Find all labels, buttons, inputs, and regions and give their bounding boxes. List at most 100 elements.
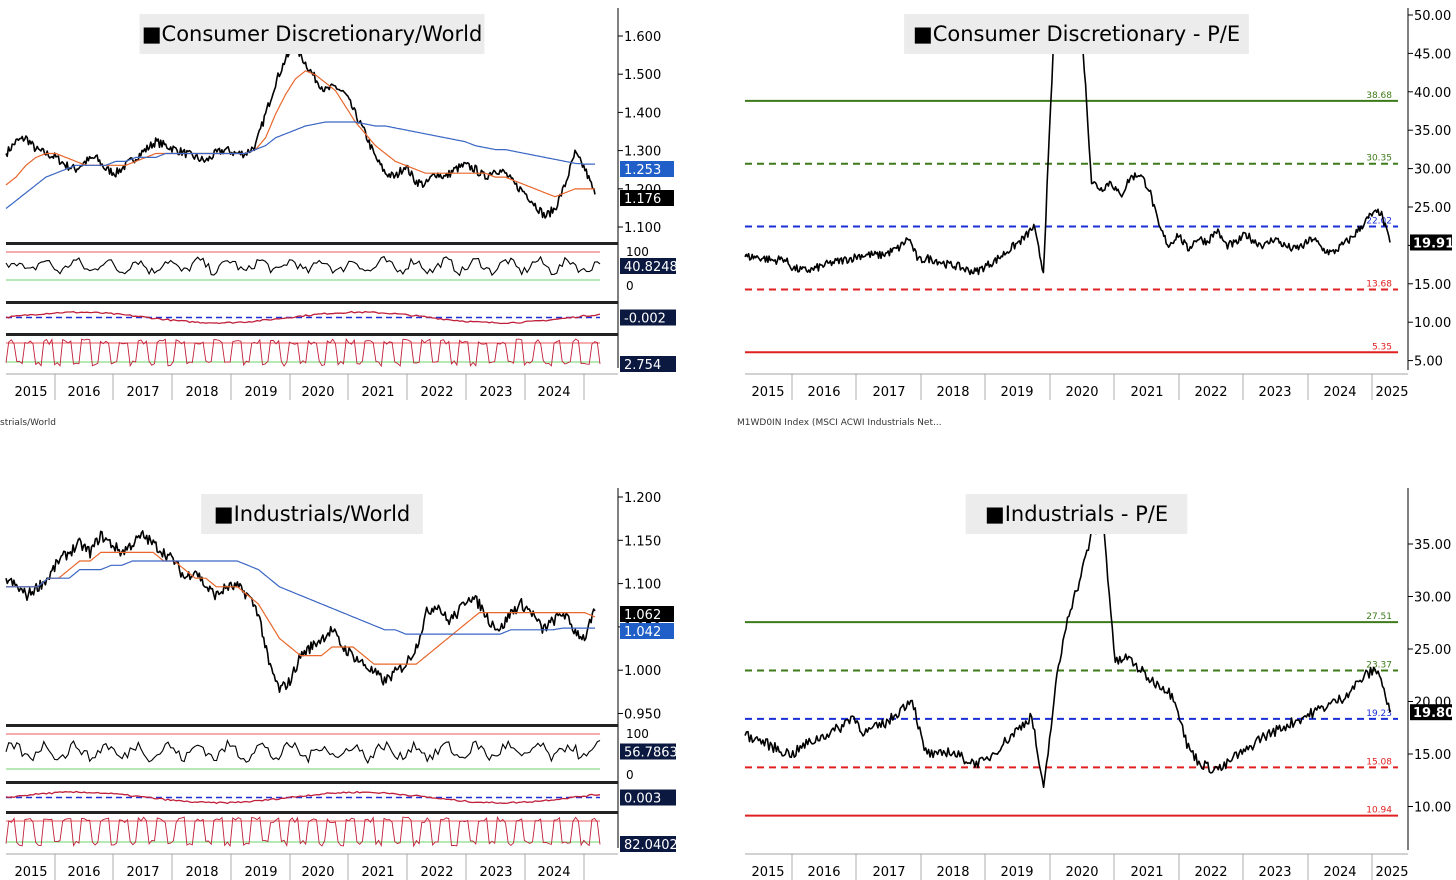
y-tick-label: 1.400 — [624, 106, 661, 121]
series-pe — [744, 27, 1391, 276]
x-tick-label: 2021 — [361, 865, 394, 880]
x-tick-label: 2019 — [244, 385, 277, 400]
rsi-line — [5, 255, 601, 277]
y-tick-label: 1.500 — [624, 68, 661, 83]
indicator-value-box — [620, 356, 676, 372]
chart-cdpe: 50.0045.0040.0035.0030.0025.0020.0015.00… — [744, 8, 1454, 400]
chart-indw: 1.2001.1501.1001.0501.0000.9502015201620… — [5, 488, 678, 880]
y-tick-label: 15.00 — [1414, 278, 1451, 293]
band-label: 13.68 — [1366, 279, 1392, 289]
x-tick-label: 2022 — [1194, 385, 1227, 400]
y-tick-label: 0.950 — [624, 708, 661, 723]
indicator-value-box — [620, 836, 676, 852]
x-tick-label: 2017 — [872, 385, 905, 400]
x-tick-label: 2016 — [67, 385, 100, 400]
rsi-line — [5, 738, 601, 765]
series-pe — [744, 519, 1391, 789]
band-label: 10.94 — [1366, 806, 1392, 816]
panel-divider — [6, 301, 618, 304]
chart-title: ■Consumer Discretionary - P/E — [913, 22, 1240, 46]
band-label: 22.02 — [1366, 217, 1392, 227]
indicator-value-box — [620, 789, 676, 806]
indicator-value: 2.754 — [624, 358, 661, 373]
x-tick-label: 2024 — [1323, 865, 1356, 880]
y-tick-label: 40.00 — [1414, 86, 1451, 101]
series-price — [5, 530, 596, 694]
y-tick-label: 25.00 — [1414, 201, 1451, 216]
x-tick-label: 2016 — [807, 385, 840, 400]
y-tick-label: 35.00 — [1414, 124, 1451, 139]
scale-label-top: 100 — [626, 727, 649, 741]
y-tick-label: 30.00 — [1414, 163, 1451, 178]
value-label: 1.042 — [624, 625, 661, 640]
chart-title: ■Consumer Discretionary/World — [142, 22, 483, 46]
x-tick-label: 2015 — [14, 385, 47, 400]
band-label: 15.08 — [1366, 757, 1392, 767]
chart-title: ■Industrials - P/E — [985, 502, 1168, 526]
y-tick-label: 1.300 — [624, 145, 661, 160]
x-tick-label: 2021 — [1130, 865, 1163, 880]
x-tick-label: 2021 — [361, 385, 394, 400]
x-tick-label: 2017 — [126, 385, 159, 400]
x-tick-label: 2024 — [537, 385, 570, 400]
x-tick-label: 2015 — [751, 865, 784, 880]
y-tick-label: 35.00 — [1414, 538, 1451, 553]
value-label: 1.062 — [624, 608, 661, 623]
x-tick-label: 2015 — [14, 865, 47, 880]
series-ma_long — [5, 121, 595, 209]
x-tick-label: 2020 — [1065, 865, 1098, 880]
y-tick-label: 30.00 — [1414, 591, 1451, 606]
x-tick-label: 2018 — [185, 865, 218, 880]
panel-divider — [6, 724, 618, 727]
indicator-value-box — [620, 743, 676, 760]
macd-line — [5, 790, 601, 805]
y-tick-label: 25.00 — [1414, 643, 1451, 658]
caption-right: M1WD0IN Index (MSCI ACWI Industrials Net… — [737, 418, 942, 428]
value-label-box — [620, 623, 674, 639]
indicator-value: -0.002 — [624, 312, 666, 327]
panel-divider — [6, 242, 618, 245]
indicator-value-box — [620, 309, 676, 326]
chart-cdw: 1.6001.5001.4001.3001.2001.1002015201620… — [5, 8, 678, 400]
x-tick-label: 2018 — [936, 385, 969, 400]
y-tick-label: 1.150 — [624, 534, 661, 549]
title-box — [904, 14, 1249, 54]
x-tick-label: 2018 — [936, 865, 969, 880]
panel-divider — [6, 333, 618, 336]
x-tick-label: 2019 — [1000, 385, 1033, 400]
x-tick-label: 2017 — [872, 865, 905, 880]
x-tick-label: 2023 — [479, 865, 512, 880]
x-tick-label: 2020 — [301, 385, 334, 400]
title-box — [201, 494, 423, 534]
x-tick-label: 2025 — [1375, 865, 1408, 880]
series-ma_short — [5, 70, 595, 198]
indicator-value: 40.8248 — [624, 260, 678, 275]
x-tick-label: 2025 — [1375, 385, 1408, 400]
x-tick-label: 2020 — [301, 865, 334, 880]
title-box — [139, 14, 485, 54]
y-tick-label: 15.00 — [1414, 748, 1451, 763]
band-label: 23.37 — [1366, 661, 1392, 671]
y-tick-label: 1.000 — [624, 664, 661, 679]
x-tick-label: 2024 — [1323, 385, 1356, 400]
x-tick-label: 2019 — [1000, 865, 1033, 880]
value-label-box — [620, 190, 674, 206]
panel-divider — [6, 811, 618, 814]
x-tick-label: 2023 — [1258, 385, 1291, 400]
x-tick-label: 2019 — [244, 865, 277, 880]
stoch-line — [5, 815, 601, 848]
y-tick-label: 1.200 — [624, 491, 661, 506]
value-label-box — [1410, 704, 1452, 721]
title-box — [965, 494, 1188, 534]
indicator-value: 82.0402 — [624, 838, 678, 853]
band-label: 27.51 — [1366, 612, 1392, 622]
value-label: 19.91 — [1413, 236, 1454, 251]
scale-label-bottom: 0 — [626, 279, 634, 293]
y-tick-label: 1.100 — [624, 578, 661, 593]
panel-divider — [6, 781, 618, 784]
indicator-value: 56.7863 — [624, 746, 678, 761]
caption-left: strials/World — [0, 418, 56, 428]
band-label: 30.35 — [1366, 154, 1392, 164]
value-label-box — [620, 161, 674, 177]
